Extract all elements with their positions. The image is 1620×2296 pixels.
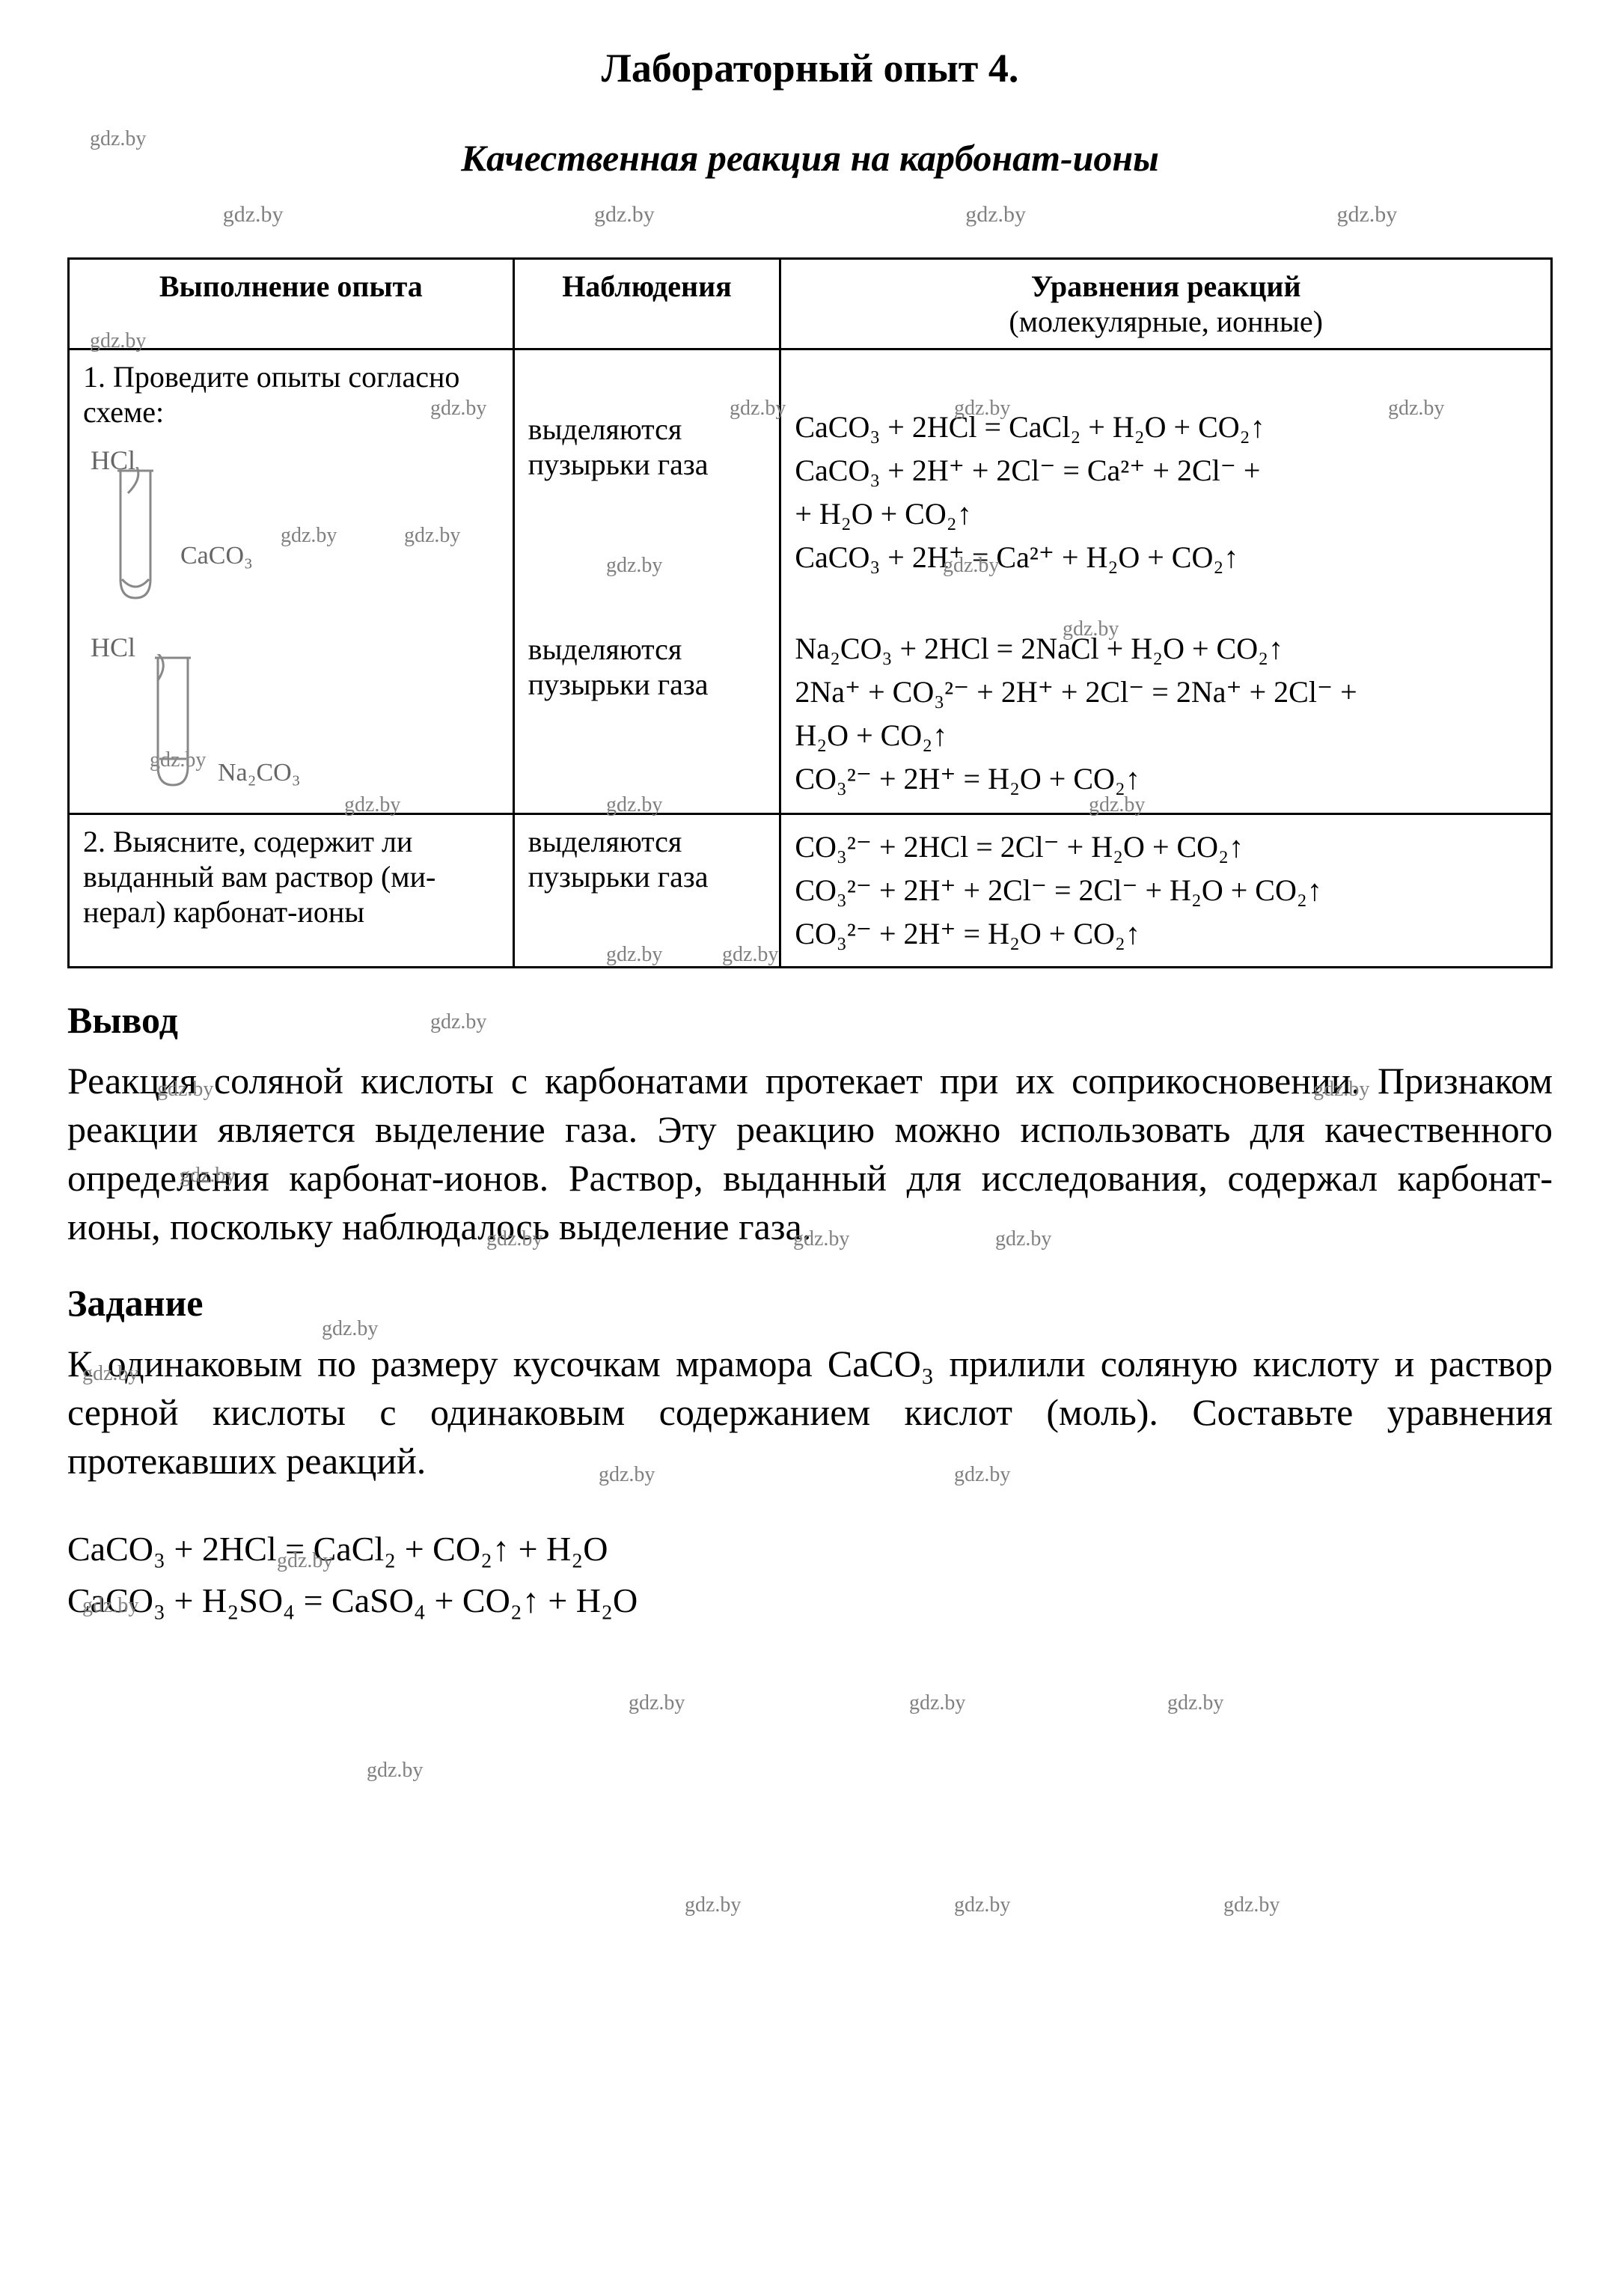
watermark-text: gdz.by <box>1167 1691 1223 1715</box>
tube2-reagent-label: HCl <box>91 632 135 663</box>
table-header-row: Выполнение опыта Наблюде­ния Уравнения р… <box>69 259 1552 349</box>
table-row: 2. Выясните, содержит ли выданный вам ра… <box>69 814 1552 968</box>
watermark-row: gdz.by gdz.by gdz.by gdz.by <box>67 202 1553 228</box>
table-row: 1. Проведите опыты согласно схеме: HCl C… <box>69 349 1552 814</box>
equation: H₂O + CO₂↑ <box>795 715 1537 756</box>
procedure-cell-2: 2. Выясните, содержит ли выданный вам ра… <box>69 814 514 968</box>
task-equations: CaCO₃ + 2HCl = CaCl₂ + CO₂↑ + H₂O CaCO₃ … <box>67 1523 1553 1626</box>
equation: CaCO₃ + 2H⁺ + 2Cl⁻ = Ca²⁺ + 2Cl⁻ + <box>795 451 1537 491</box>
equations-cell-1: CaCO₃ + 2HCl = CaCl₂ + H₂O + CO₂↑ CaCO₃ … <box>780 349 1552 814</box>
conclusion-text: Реакция соляной кислоты с карбонатами пр… <box>67 1057 1553 1251</box>
header-equations-sub: (молекулярные, ионные) <box>795 304 1537 339</box>
watermark-text: gdz.by <box>1223 1893 1280 1917</box>
equation: CO₃²⁻ + 2H⁺ = H₂O + CO₂↑ <box>795 759 1537 799</box>
watermark-text: gdz.by <box>965 202 1026 228</box>
task-heading: Задание <box>67 1281 1553 1325</box>
watermark-text: gdz.by <box>223 202 284 228</box>
conclusion-heading: Вывод <box>67 998 1553 1042</box>
header-equations-main: Уравнения реакций <box>1031 269 1301 303</box>
task-text: К одинаковым по размеру кусочкам мрамора… <box>67 1340 1553 1486</box>
equation: 2Na⁺ + CO₃²⁻ + 2H⁺ + 2Cl⁻ = 2Na⁺ + 2Cl⁻ … <box>795 672 1537 712</box>
watermark-text: gdz.by <box>909 1691 965 1715</box>
equation: CO₃²⁻ + 2H⁺ + 2Cl⁻ = 2Cl⁻ + H₂O + CO₂↑ <box>795 870 1537 911</box>
header-procedure: Выполнение опыта <box>69 259 514 349</box>
equation: Na₂CO₃ + 2HCl = 2NaCl + H₂O + CO₂↑ <box>795 629 1537 669</box>
equations-cell-2: CO₃²⁻ + 2HCl = 2Cl⁻ + H₂O + CO₂↑ CO₃²⁻ +… <box>780 814 1552 968</box>
page-title: Лабораторный опыт 4. <box>67 45 1553 91</box>
equation: CO₃²⁻ + 2H⁺ = H₂O + CO₂↑ <box>795 914 1537 954</box>
procedure-cell-1: 1. Проведите опыты согласно схеме: HCl C… <box>69 349 514 814</box>
experiment-table: Выполнение опыта Наблюде­ния Уравнения р… <box>67 257 1553 968</box>
header-observation: Наблюде­ния <box>513 259 780 349</box>
tube1-substance-label: CaCO₃ <box>180 542 253 570</box>
watermark-text: gdz.by <box>629 1691 685 1715</box>
page-subtitle: Качественная реакция на карбонат-ионы <box>67 136 1553 180</box>
watermark-text: gdz.by <box>954 1893 1010 1917</box>
equation: CaCO₃ + 2H⁺ = Ca²⁺ + H₂O + CO₂↑ <box>795 537 1537 578</box>
tube-diagram-2: HCl Na₂CO₃ <box>83 632 499 804</box>
procedure-intro: 1. Проведите опыты согласно схеме: <box>83 359 499 430</box>
equation: CaCO₃ + 2HCl = CaCl₂ + CO₂↑ + H₂O <box>67 1523 1553 1575</box>
observation-cell-2: выделяются пузырьки газа <box>513 814 780 968</box>
observation-text: выделяются пузырьки газа <box>528 412 766 482</box>
watermark-text: gdz.by <box>1336 202 1397 228</box>
conclusion-part: поскольку наблюдалось выделение газа. <box>170 1206 811 1248</box>
tube-diagram-1: HCl CaCO₃ <box>83 445 499 617</box>
watermark-text: gdz.by <box>685 1893 741 1917</box>
header-equations: Уравнения реакций (молекулярные, ионные) <box>780 259 1552 349</box>
equation: CaCO₃ + H₂SO₄ = CaSO₄ + CO₂↑ + H₂O <box>67 1575 1553 1626</box>
equation: + H₂O + CO₂↑ <box>795 494 1537 534</box>
equation: CaCO₃ + 2HCl = CaCl₂ + H₂O + CO₂↑ <box>795 407 1537 448</box>
conclusion-part: Реакция соляной кислоты с карбонатами пр… <box>67 1060 1553 1199</box>
watermark-text: gdz.by <box>367 1759 423 1783</box>
watermark-text: gdz.by <box>594 202 655 228</box>
equation: CO₃²⁻ + 2HCl = 2Cl⁻ + H₂O + CO₂↑ <box>795 827 1537 867</box>
observation-cell-1: выделяются пузырьки газа выделяются пузы… <box>513 349 780 814</box>
tube2-substance-label: Na₂CO₃ <box>218 759 301 787</box>
observation-text: выделяются пузырьки газа <box>528 632 766 702</box>
